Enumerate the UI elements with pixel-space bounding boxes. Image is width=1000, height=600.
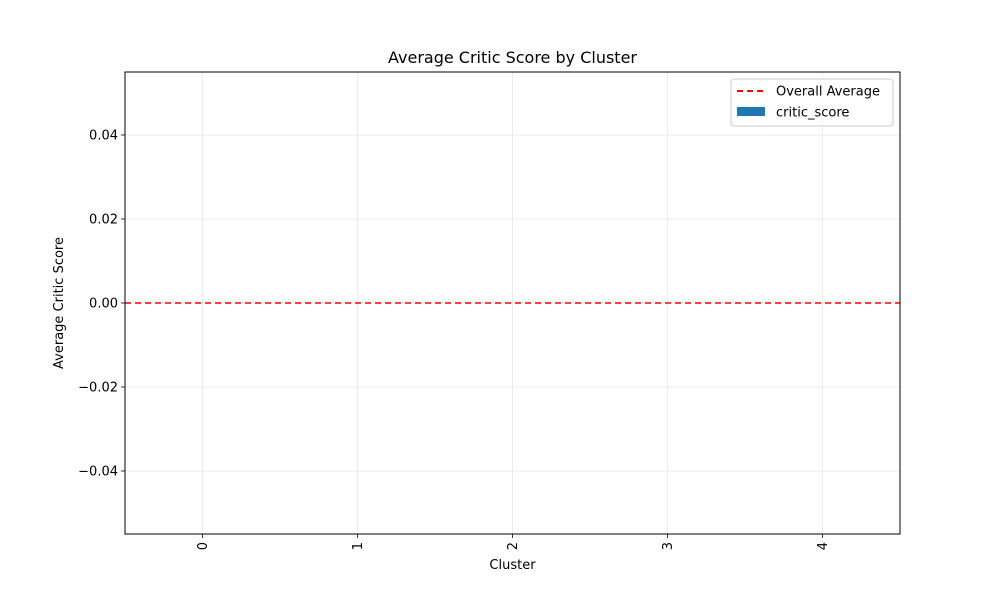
chart-title: Average Critic Score by Cluster — [388, 48, 637, 67]
legend-overall-average-label: Overall Average — [776, 85, 880, 100]
x-tick-label: 0 — [196, 542, 211, 550]
x-tick-label: 3 — [661, 542, 676, 550]
legend-bar-sample — [737, 107, 765, 116]
x-axis-label: Cluster — [489, 558, 536, 573]
y-tick-label: −0.04 — [78, 465, 118, 480]
grid-lines — [125, 72, 900, 534]
y-ticks: −0.04 −0.02 0.00 0.02 0.04 — [78, 129, 125, 480]
x-ticks: 0 1 2 3 4 — [196, 534, 831, 550]
legend: Overall Average critic_score — [730, 78, 894, 127]
y-tick-label: 0.02 — [89, 213, 118, 228]
y-tick-label: 0.04 — [89, 129, 118, 144]
y-tick-label: 0.00 — [89, 297, 118, 312]
x-tick-label: 1 — [351, 542, 366, 550]
x-tick-label: 2 — [506, 542, 521, 550]
y-tick-label: −0.02 — [78, 381, 118, 396]
x-tick-label: 4 — [816, 542, 831, 550]
legend-critic-score-label: critic_score — [776, 106, 849, 121]
legend-box — [730, 78, 894, 127]
y-axis-label: Average Critic Score — [52, 237, 67, 369]
